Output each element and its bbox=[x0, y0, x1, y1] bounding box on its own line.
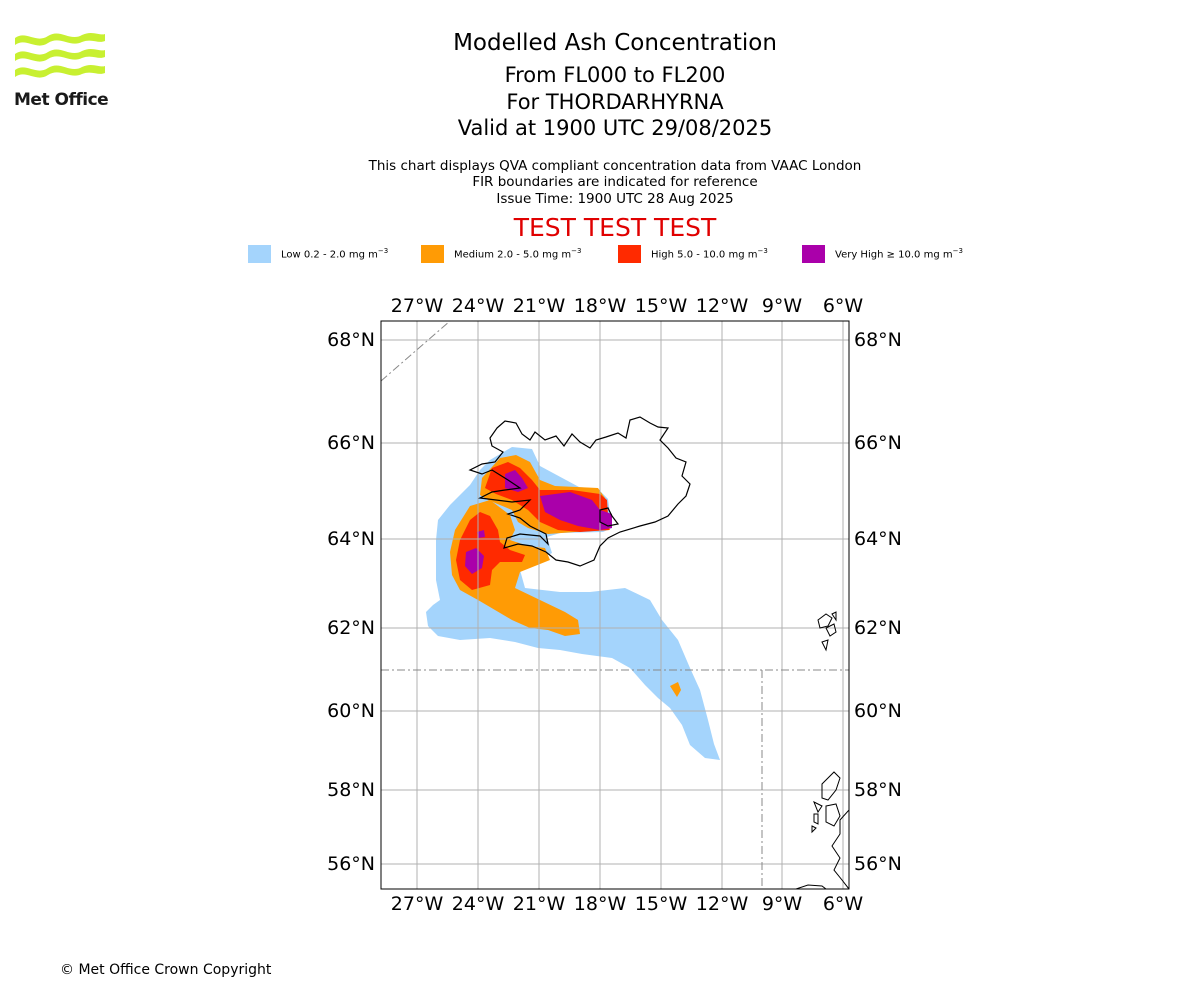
lon-tick-bottom: 24°W bbox=[452, 893, 505, 915]
lon-tick-bottom: 15°W bbox=[635, 893, 688, 915]
valid-time: Valid at 1900 UTC 29/08/2025 bbox=[457, 116, 773, 140]
test-banner: TEST TEST TEST bbox=[513, 213, 717, 242]
ash-area-very-high bbox=[477, 530, 485, 538]
lat-tick-right: 66°N bbox=[854, 432, 902, 454]
met-office-waves-icon bbox=[15, 32, 105, 78]
lat-tick-right: 64°N bbox=[854, 528, 902, 550]
lon-tick-top: 12°W bbox=[696, 295, 749, 317]
map-body bbox=[381, 321, 849, 889]
lat-tick-left: 60°N bbox=[327, 700, 375, 722]
lon-tick-top: 6°W bbox=[823, 295, 864, 317]
lat-tick-left: 56°N bbox=[327, 853, 375, 875]
lat-tick-left: 66°N bbox=[327, 432, 375, 454]
ash-area-medium bbox=[670, 682, 681, 697]
lon-tick-bottom: 9°W bbox=[762, 893, 803, 915]
fir-boundaries bbox=[381, 321, 849, 889]
lon-tick-bottom: 18°W bbox=[574, 893, 627, 915]
legend-label-high: High 5.0 - 10.0 mg m bbox=[651, 249, 758, 261]
logo-text: Met Office bbox=[14, 90, 109, 110]
legend-swatch-medium bbox=[421, 245, 444, 263]
lat-tick-right: 58°N bbox=[854, 779, 902, 801]
volcano-name: For THORDARHYRNA bbox=[506, 90, 724, 114]
latitude-ticks-right: 68°N 66°N 64°N 62°N 60°N 58°N 56°N bbox=[854, 329, 902, 875]
legend-unit-exponent: −3 bbox=[952, 247, 963, 256]
lat-tick-right: 56°N bbox=[854, 853, 902, 875]
legend-item-high: High 5.0 - 10.0 mg m−3 bbox=[618, 244, 768, 264]
lon-tick-bottom: 27°W bbox=[391, 893, 444, 915]
lat-tick-right: 68°N bbox=[854, 329, 902, 351]
legend-unit-exponent: −3 bbox=[757, 247, 768, 256]
ash-area-very-high bbox=[540, 492, 612, 530]
vatnajokull-outline bbox=[599, 507, 620, 527]
lon-tick-top: 27°W bbox=[391, 295, 444, 317]
lon-tick-top: 21°W bbox=[513, 295, 566, 317]
lon-tick-bottom: 12°W bbox=[696, 893, 749, 915]
legend-item-medium: Medium 2.0 - 5.0 mg m−3 bbox=[421, 244, 581, 264]
concentration-legend: Low 0.2 - 2.0 mg m−3 Medium 2.0 - 5.0 mg… bbox=[0, 244, 1200, 264]
iceland-coastline bbox=[468, 416, 691, 567]
chart-title: Modelled Ash Concentration bbox=[453, 30, 777, 56]
faroe-islands-coastline bbox=[817, 611, 837, 652]
legend-label-very-high: Very High ≥ 10.0 mg m bbox=[835, 249, 953, 261]
longitude-ticks-bottom: 27°W 24°W 21°W 18°W 15°W 12°W 9°W 6°W bbox=[391, 893, 864, 915]
ash-area-very-high bbox=[465, 548, 484, 574]
legend-unit-exponent: −3 bbox=[377, 247, 389, 256]
legend-unit-exponent: −3 bbox=[571, 247, 582, 256]
lon-tick-bottom: 6°W bbox=[823, 893, 864, 915]
lat-tick-right: 60°N bbox=[854, 700, 902, 722]
scotland-coastline bbox=[795, 771, 849, 889]
lat-tick-left: 58°N bbox=[327, 779, 375, 801]
lon-tick-bottom: 21°W bbox=[513, 893, 566, 915]
met-office-logo: Met Office bbox=[14, 30, 109, 112]
issue-time: Issue Time: 1900 UTC 28 Aug 2025 bbox=[496, 191, 734, 207]
legend-label-low: Low 0.2 - 2.0 mg m bbox=[281, 249, 378, 261]
copyright-notice: © Met Office Crown Copyright bbox=[60, 962, 272, 978]
legend-swatch-low bbox=[248, 245, 271, 263]
lat-tick-right: 62°N bbox=[854, 617, 902, 639]
lat-tick-left: 64°N bbox=[327, 528, 375, 550]
map-frame bbox=[380, 320, 850, 890]
legend-swatch-high bbox=[618, 245, 641, 263]
qva-note: This chart displays QVA compliant concen… bbox=[368, 158, 862, 174]
lon-tick-top: 15°W bbox=[635, 295, 688, 317]
map-graticule bbox=[381, 321, 849, 889]
longitude-ticks-top: 27°W 24°W 21°W 18°W 15°W 12°W 9°W 6°W bbox=[391, 295, 864, 317]
legend-label-medium: Medium 2.0 - 5.0 mg m bbox=[454, 249, 572, 261]
fir-note: FIR boundaries are indicated for referen… bbox=[472, 174, 758, 190]
ash-area-very-high bbox=[505, 470, 528, 492]
legend-item-low: Low 0.2 - 2.0 mg m−3 bbox=[248, 244, 388, 264]
lon-tick-top: 18°W bbox=[574, 295, 627, 317]
flight-level-range: From FL000 to FL200 bbox=[504, 63, 726, 87]
lon-tick-top: 9°W bbox=[762, 295, 803, 317]
latitude-ticks-left: 68°N 66°N 64°N 62°N 60°N 58°N 56°N bbox=[327, 329, 375, 875]
legend-swatch-very-high bbox=[802, 245, 825, 263]
lat-tick-left: 62°N bbox=[327, 617, 375, 639]
legend-item-very-high: Very High ≥ 10.0 mg m−3 bbox=[802, 244, 963, 264]
lat-tick-left: 68°N bbox=[327, 329, 375, 351]
lon-tick-top: 24°W bbox=[452, 295, 505, 317]
